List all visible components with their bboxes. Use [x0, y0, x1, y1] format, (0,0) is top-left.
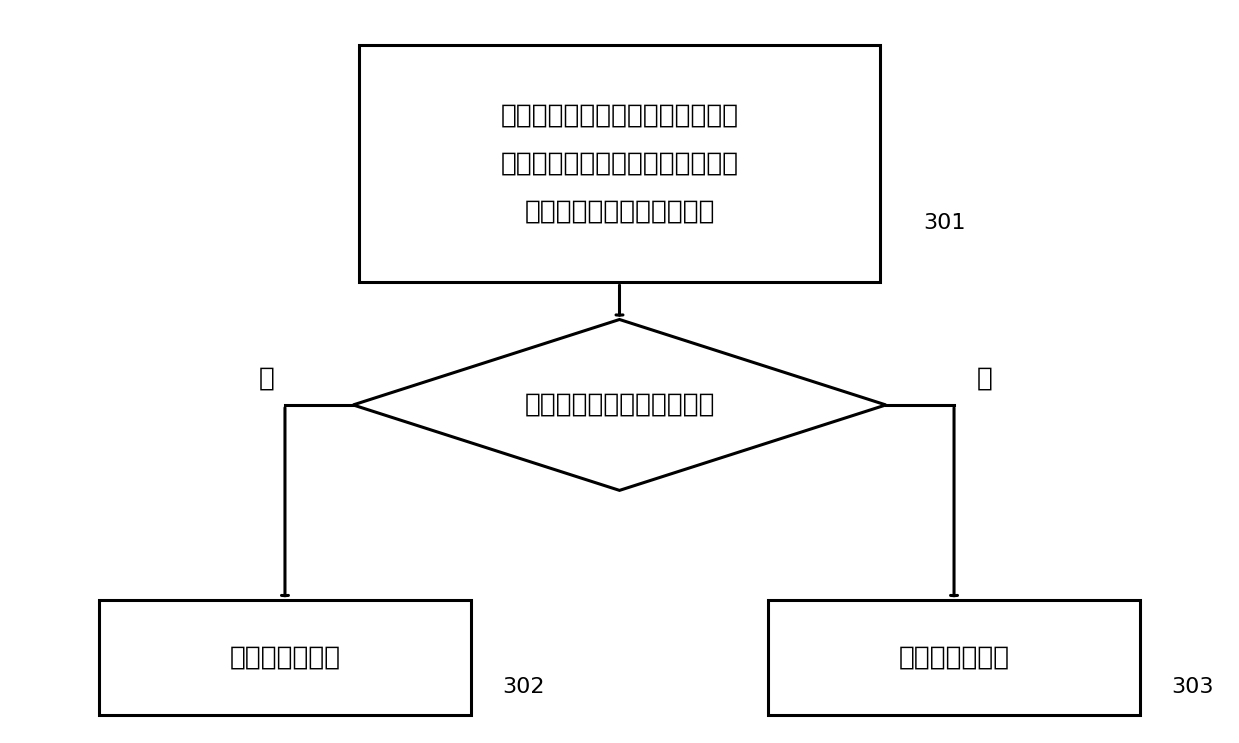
Text: 确定车辆的每个车轮的当前轮速，: 确定车辆的每个车轮的当前轮速， — [501, 103, 738, 128]
Text: 否: 否 — [978, 366, 992, 392]
Text: 是: 是 — [259, 366, 274, 392]
Bar — [768, 600, 1140, 715]
Text: 302: 302 — [502, 678, 544, 697]
Bar — [359, 45, 880, 282]
Text: 303: 303 — [1171, 678, 1213, 697]
Text: 车轮为打滑车轮: 车轮为打滑车轮 — [229, 645, 341, 670]
Text: 车轮为正常车轮: 车轮为正常车轮 — [898, 645, 1010, 670]
Text: 确定在当前车速和当前车辆转向状: 确定在当前车速和当前车辆转向状 — [501, 151, 738, 176]
Text: 态下，每个车轮的理论轮速: 态下，每个车轮的理论轮速 — [524, 199, 715, 224]
Text: 301: 301 — [923, 213, 965, 233]
Text: 当前轮速超出第二预设范围: 当前轮速超出第二预设范围 — [524, 392, 715, 418]
Bar — [99, 600, 471, 715]
Polygon shape — [353, 319, 886, 490]
